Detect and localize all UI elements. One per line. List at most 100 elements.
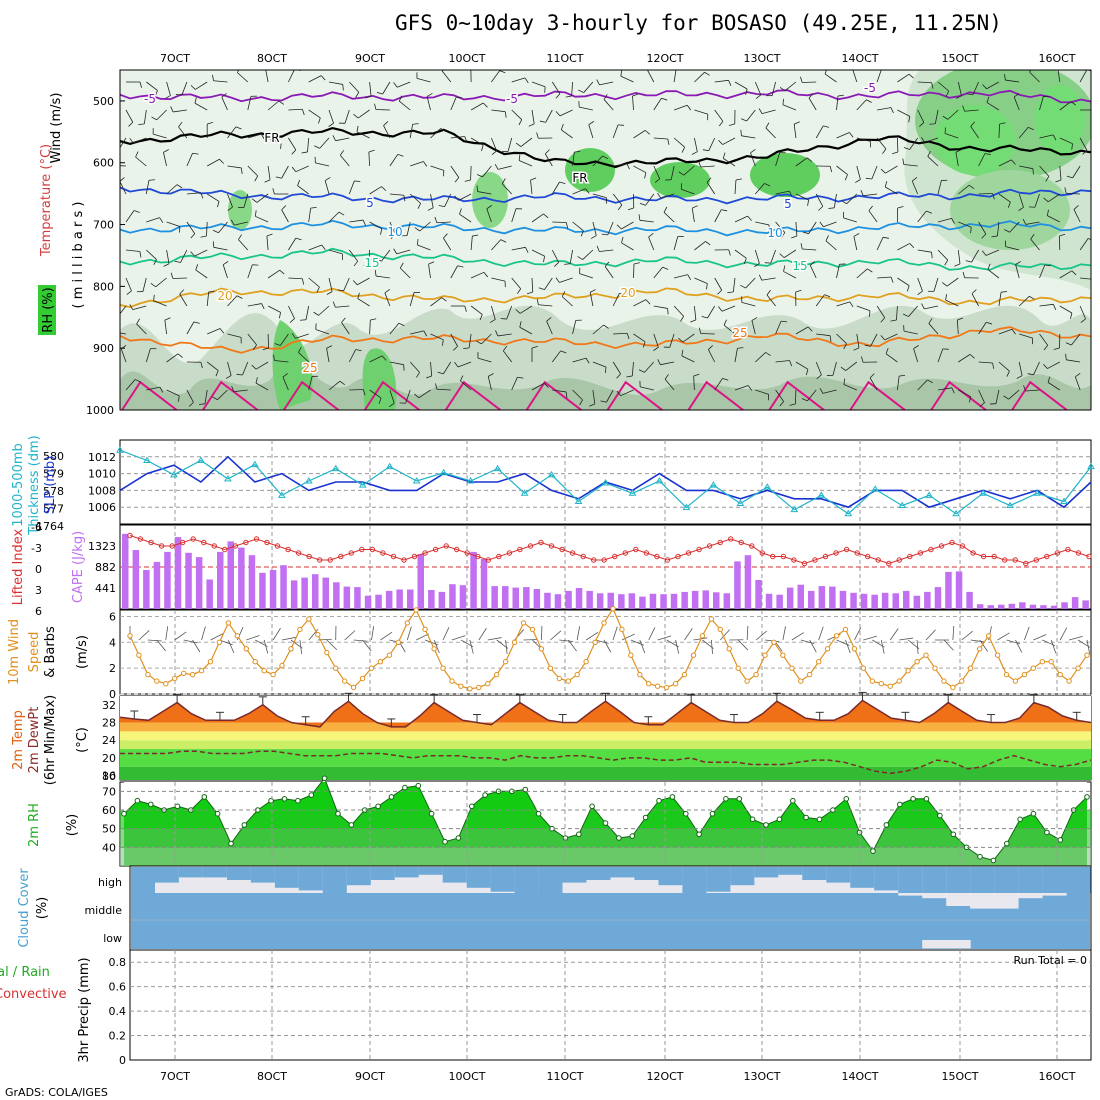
- wind-barb: [561, 129, 573, 139]
- wind-barb: [775, 152, 781, 167]
- wind-barb-flag: [1043, 345, 1049, 351]
- wind-barb-flag: [705, 241, 711, 246]
- wind-barb-flag: [969, 354, 975, 359]
- wind-barb-flag: [260, 133, 265, 140]
- wind-barb-flag: [1013, 93, 1020, 98]
- wind-barb-flag: [824, 70, 827, 75]
- wind10-barb: [782, 626, 786, 641]
- wind-barb: [520, 137, 533, 147]
- wind-barb: [674, 274, 688, 279]
- wind-barb-flag: [942, 115, 949, 120]
- li-marker: [1012, 557, 1018, 563]
- wind-barb-flag: [222, 261, 229, 266]
- wind10-marker: [968, 665, 974, 671]
- wind-barb: [511, 377, 518, 391]
- wind10-marker: [744, 678, 750, 684]
- wind-barb: [1059, 137, 1073, 145]
- wind10-marker: [511, 639, 518, 645]
- wind-barb: [511, 208, 517, 223]
- wind10-marker: [941, 678, 947, 684]
- wind10-marker: [181, 670, 187, 676]
- date-axis-bottom: 7OCT 8OCT 9OCT 10OCT 11OCT 12OCT 13OCT 14OCT 15O…: [160, 1070, 1076, 1083]
- wind-barb: [856, 137, 871, 142]
- wind-barb-flag: [1082, 149, 1088, 155]
- wind10-barb: [746, 625, 749, 641]
- slp-tick-label: 1008: [88, 484, 116, 497]
- wind-barb: [561, 296, 573, 307]
- wind-barb-flag: [414, 227, 421, 232]
- wind-barb: [136, 323, 147, 335]
- cape-bars: [122, 533, 1089, 609]
- li-marker: [538, 539, 544, 546]
- wind-barb-flag: [852, 65, 857, 68]
- wind-barb-flag: [899, 374, 906, 377]
- wind-barb: [288, 137, 297, 151]
- wind-barb-flag: [735, 178, 742, 181]
- wind-barb-flag: [190, 233, 196, 239]
- wind-barb: [125, 379, 136, 391]
- wind-barb: [734, 348, 738, 363]
- wind-barb: [1039, 165, 1050, 177]
- wind-barb-flag: [397, 154, 404, 157]
- wind-barb: [588, 124, 594, 139]
- wind-barb-flag: [481, 145, 484, 152]
- wind-barb: [700, 165, 715, 168]
- wind-barb-flag: [318, 117, 321, 124]
- wind10-marker: [494, 671, 500, 678]
- li-marker: [917, 550, 924, 556]
- wind-barb-flag: [488, 373, 494, 377]
- wind-barb-flag: [1043, 363, 1048, 369]
- li-marker: [875, 557, 881, 563]
- wind-barb: [958, 184, 970, 195]
- wind-barb: [146, 81, 158, 91]
- cape-bar: [1071, 597, 1079, 609]
- rh-tick-label: 70: [102, 785, 116, 798]
- wind-barb-flag: [353, 113, 359, 119]
- li-marker: [285, 546, 291, 553]
- wind-barb-flag: [588, 121, 595, 125]
- wind10-barb: [1024, 626, 1030, 641]
- wind10-barb: [657, 635, 672, 641]
- li-marker: [928, 546, 934, 553]
- wind-barb-flag: [807, 326, 813, 332]
- wind-barb: [491, 277, 506, 282]
- wind-barb-flag: [378, 397, 382, 404]
- wind-barb: [409, 193, 421, 204]
- wind-barb-flag: [135, 151, 139, 158]
- cloud-high-bar: [131, 867, 156, 893]
- date-tick-bottom: 15OCT: [941, 1070, 978, 1083]
- wind10-marker: [601, 620, 607, 626]
- wind-barb-flag: [530, 177, 537, 181]
- date-tick-bottom: 16OCT: [1038, 1070, 1075, 1083]
- cloud-high-bar: [586, 867, 611, 880]
- wind-barb: [1079, 305, 1086, 320]
- wind10-barb: [559, 639, 574, 642]
- wind-barb: [381, 249, 391, 262]
- wind-barb-flag: [657, 192, 662, 199]
- thickness-marker: [601, 479, 610, 486]
- wind-barb-flag: [653, 346, 659, 351]
- wind-barb: [349, 81, 360, 93]
- cloud-level-label: low: [103, 932, 122, 945]
- wind10-marker: [189, 671, 196, 678]
- wind10-barb: [201, 626, 206, 641]
- wind10-barb: [943, 639, 954, 651]
- cloud-high-bar: [298, 867, 324, 891]
- rh-marker: [1017, 816, 1023, 823]
- wind-barb-flag: [737, 347, 744, 349]
- wind-barb: [328, 249, 343, 255]
- wind-barb: [583, 81, 594, 93]
- cape-bar: [502, 586, 509, 609]
- rh-marker: [990, 857, 997, 864]
- wind-barb-flag: [678, 171, 685, 176]
- wind-barb: [714, 378, 723, 391]
- wind-barb-flag: [728, 80, 732, 86]
- wind-barb: [877, 107, 891, 111]
- wind-barb: [1013, 96, 1020, 111]
- wind-barb-flag: [1011, 328, 1016, 335]
- wind-barb-flag: [301, 151, 308, 154]
- wind-barb-flag: [882, 236, 890, 239]
- wind-barb-flag: [274, 343, 281, 346]
- wind-barb-flag: [1011, 159, 1016, 165]
